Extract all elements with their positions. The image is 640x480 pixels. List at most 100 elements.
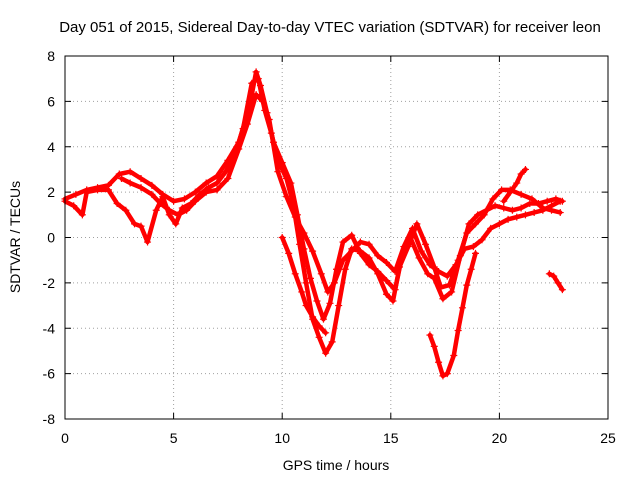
data-point [356,247,364,255]
data-point [374,252,382,260]
data-point [472,220,480,228]
x-tick-label: 20 [492,430,508,446]
data-point [315,322,323,330]
y-tick-label: 8 [47,48,55,64]
data-point [461,245,469,253]
data-point [202,188,210,196]
data-point [348,231,356,239]
data-point [235,145,243,153]
data-point [131,220,139,228]
data-point [148,181,156,189]
data-point [415,254,423,262]
data-point [296,240,304,248]
data-point [517,190,525,198]
data-point [422,240,430,248]
data-point [391,268,399,276]
data-point [521,165,529,173]
data-point [165,206,173,214]
data-point [115,170,123,178]
data-point [313,297,321,305]
y-tick-label: 0 [47,230,55,246]
data-point [454,327,462,335]
chart-title: Day 051 of 2015, Sidereal Day-to-day VTE… [59,19,601,36]
data-point [315,333,323,341]
x-tick-label: 25 [600,430,616,446]
series-trace [547,271,565,292]
data-point [463,281,471,289]
data-point [339,256,347,264]
data-point [548,202,556,210]
x-tick-label: 15 [383,430,399,446]
data-point [348,247,356,255]
data-point [365,240,373,248]
series-7 [545,270,566,294]
data-point [174,211,182,219]
data-point [298,288,306,296]
y-tick-label: -4 [43,320,56,336]
data-point [424,270,432,278]
data-point [322,329,330,337]
data-point [302,302,310,310]
data-point [452,261,460,269]
data-point [500,197,508,205]
data-point [513,213,521,221]
data-point [437,283,445,291]
y-axis-label: SDTVAR / TECUs [7,181,23,293]
data-point [291,270,299,278]
grid [65,56,608,419]
data-point [539,206,547,214]
series-1 [61,68,566,323]
data-point [248,79,256,87]
data-point [144,238,152,246]
data-point [322,349,330,357]
data-point [341,265,349,273]
data-point [259,97,267,105]
data-point [558,286,566,294]
plot-frame [64,55,609,420]
data-point [554,279,562,287]
data-point [480,211,488,219]
y-tick-label: 4 [47,139,55,155]
data-point [83,188,91,196]
data-point [285,249,293,257]
data-point [265,116,273,124]
series-trace [279,235,328,336]
data-point [435,268,443,276]
data-point [283,175,291,183]
data-point [521,211,529,219]
data-point [137,184,145,192]
x-tick-label: 5 [170,430,178,446]
data-point [126,168,134,176]
data-point [137,222,145,230]
data-point [500,204,508,212]
data-point [498,186,506,194]
data-point [400,243,408,251]
y-tick-label: -2 [43,275,56,291]
data-series [61,68,566,380]
data-point [328,338,336,346]
data-point [335,302,343,310]
data-point [213,186,221,194]
data-point [508,206,516,214]
data-point [159,193,167,201]
data-point [137,175,145,183]
data-point [191,197,199,205]
data-point [126,179,134,187]
data-point [478,236,486,244]
data-point [274,168,282,176]
data-point [409,224,417,232]
series-trace [62,76,563,356]
data-point [252,91,260,99]
data-point [556,209,564,217]
x-axis-label: GPS time / hours [283,457,390,473]
data-point [474,211,482,219]
data-point [545,270,553,278]
data-point [339,238,347,246]
data-point [243,120,251,128]
data-point [324,288,332,296]
series-3 [117,91,564,296]
data-point [467,265,475,273]
data-point [302,279,310,287]
data-point [191,188,199,196]
